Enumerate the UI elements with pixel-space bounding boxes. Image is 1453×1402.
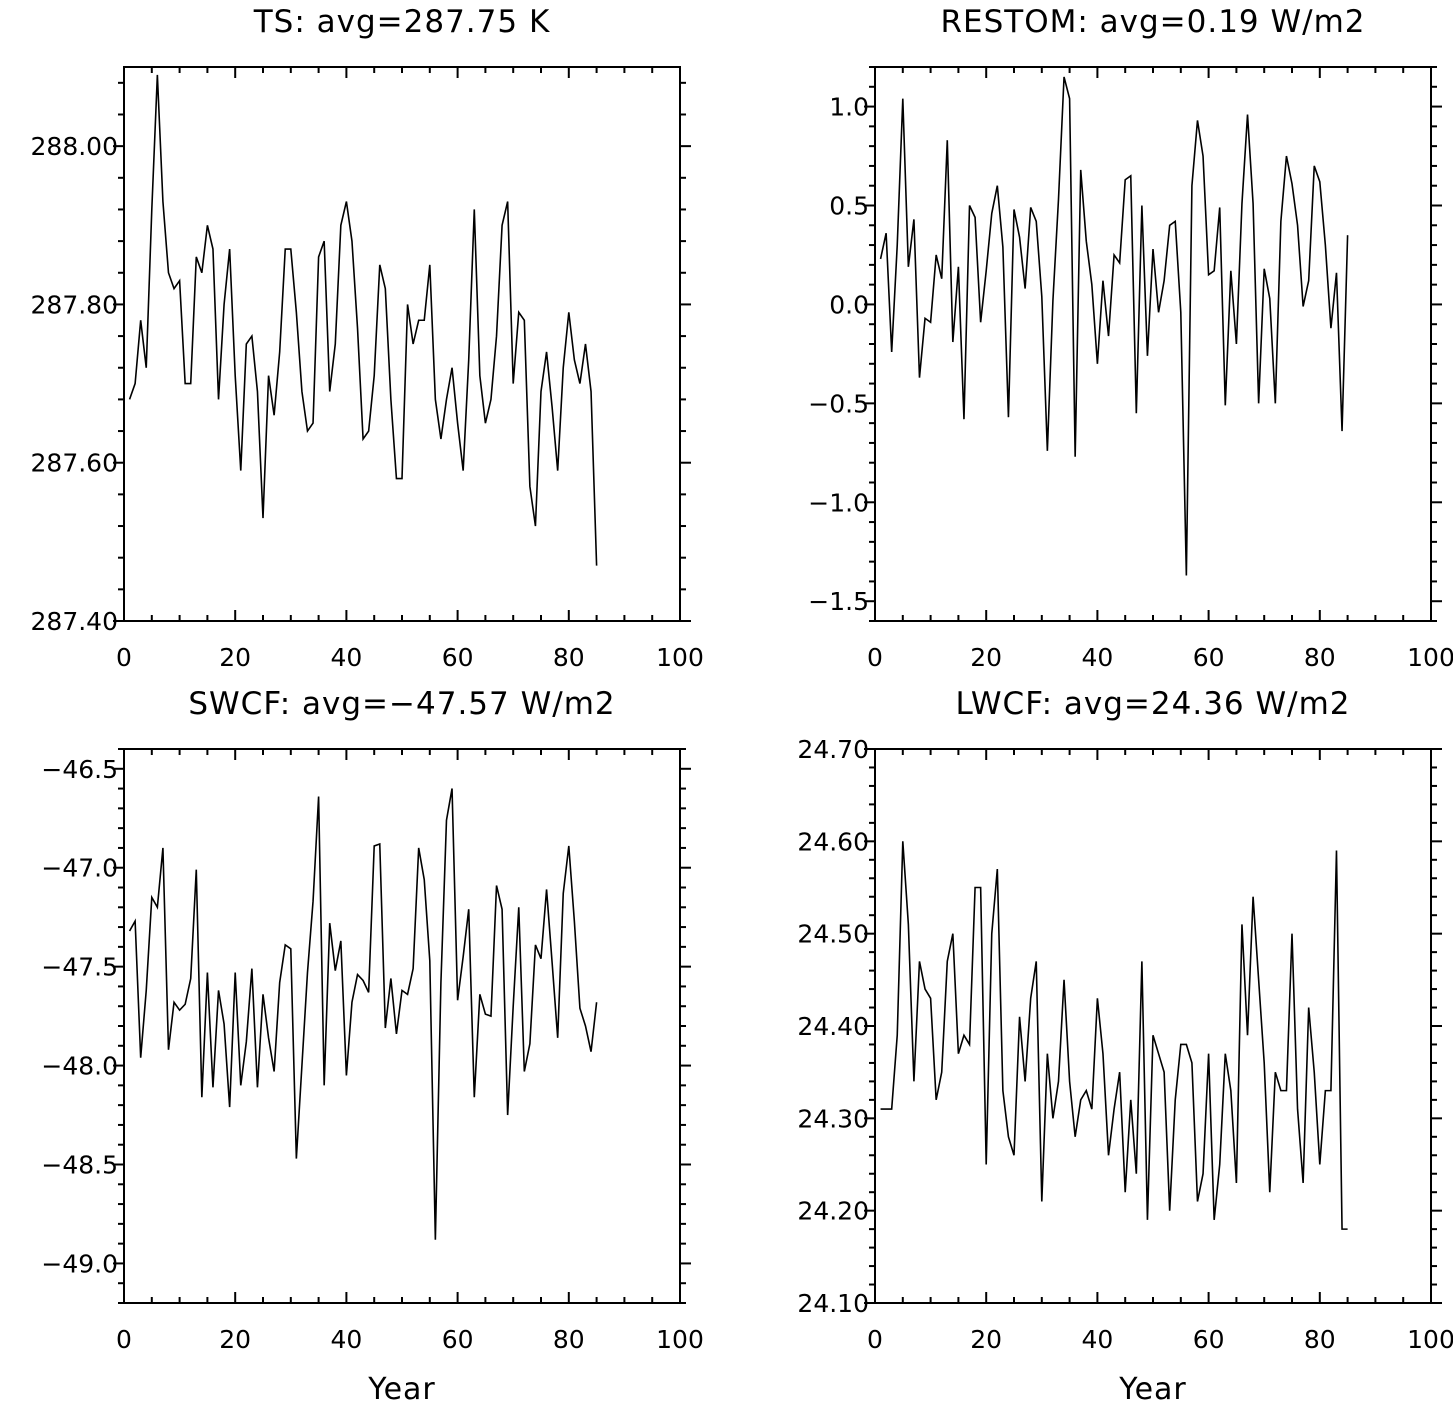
y-tick-label: −47.0 — [41, 854, 118, 883]
y-tick-label: 287.60 — [31, 449, 118, 478]
chart-title: RESTOM: avg=0.19 W/m2 — [940, 4, 1365, 40]
y-tick-label: 0.0 — [829, 290, 869, 319]
x-tick-label: 20 — [970, 643, 1002, 672]
x-tick-label: 80 — [1304, 643, 1336, 672]
y-tick-label: −48.0 — [41, 1052, 118, 1081]
x-tick-label: 20 — [219, 1325, 251, 1354]
x-tick-label: 40 — [330, 1325, 362, 1354]
plot-frame — [874, 66, 1432, 622]
x-tick-label: 80 — [553, 643, 585, 672]
series-line — [128, 74, 598, 566]
x-tick-label: 0 — [116, 643, 132, 672]
y-tick-label: 288.00 — [31, 132, 118, 161]
x-tick-label: 60 — [442, 1325, 474, 1354]
x-tick-label: 80 — [553, 1325, 585, 1354]
x-tick-label: 20 — [219, 643, 251, 672]
y-tick-label: 24.30 — [797, 1104, 869, 1133]
x-tick-label: 100 — [1407, 643, 1453, 672]
chart-title: TS: avg=287.75 K — [253, 4, 551, 40]
x-tick-label: 40 — [330, 643, 362, 672]
x-tick-label: 100 — [656, 643, 704, 672]
chart-panel-4: LWCF: avg=24.36 W/m2 0 20 40 60 80 100 24.10 24.… — [797, 686, 1453, 1402]
plot-frame — [123, 66, 681, 622]
y-tick-label: −1.0 — [808, 488, 869, 517]
series-line — [128, 788, 598, 1240]
series-line — [879, 76, 1349, 576]
y-tick-label: 24.40 — [797, 1012, 869, 1041]
y-tick-label: 24.70 — [797, 735, 869, 764]
x-tick-label: 60 — [1193, 1325, 1225, 1354]
x-tick-label: 0 — [116, 1325, 132, 1354]
x-axis-label: Year — [1118, 1372, 1187, 1402]
y-tick-label: −46.5 — [41, 755, 118, 784]
chart-title: LWCF: avg=24.36 W/m2 — [955, 686, 1350, 722]
y-tick-label: 287.40 — [31, 607, 118, 636]
y-tick-label: 24.60 — [797, 827, 869, 856]
plot-frame — [123, 748, 681, 1304]
series-line — [880, 841, 1348, 1230]
y-tick-label: −47.5 — [41, 953, 118, 982]
y-tick-label: 24.50 — [797, 920, 869, 949]
y-tick-label: 287.80 — [31, 290, 118, 319]
x-tick-label: 60 — [442, 643, 474, 672]
y-tick-label: −0.5 — [808, 389, 869, 418]
x-tick-label: 40 — [1081, 1325, 1113, 1354]
x-tick-label: 0 — [867, 1325, 883, 1354]
x-tick-label: 100 — [1407, 1325, 1453, 1354]
x-tick-label: 80 — [1304, 1325, 1336, 1354]
y-tick-label: −1.5 — [808, 587, 869, 616]
y-tick-label: −48.5 — [41, 1151, 118, 1180]
y-tick-label: −49.0 — [41, 1249, 118, 1278]
chart-panel-2: RESTOM: avg=0.19 W/m2 0 20 40 60 80 100 −1.5 −1.… — [808, 4, 1453, 672]
x-tick-label: 60 — [1193, 643, 1225, 672]
y-tick-label: 24.10 — [797, 1289, 869, 1318]
x-tick-label: 0 — [867, 643, 883, 672]
chart-title: SWCF: avg=−47.57 W/m2 — [188, 686, 615, 722]
chart-panel-1: TS: avg=287.75 K 0 20 40 60 80 100 287.40 287.60… — [31, 4, 704, 672]
x-tick-label: 20 — [970, 1325, 1002, 1354]
y-tick-label: 0.5 — [829, 192, 869, 221]
y-tick-label: 1.0 — [829, 93, 869, 122]
y-tick-label: 24.20 — [797, 1197, 869, 1226]
chart-panel-3: SWCF: avg=−47.57 W/m2 0 20 40 60 80 100 −49.0 −4… — [41, 686, 703, 1402]
x-axis-label: Year — [367, 1372, 436, 1402]
plot-frame — [874, 748, 1432, 1304]
x-tick-label: 100 — [656, 1325, 704, 1354]
x-tick-label: 40 — [1081, 643, 1113, 672]
